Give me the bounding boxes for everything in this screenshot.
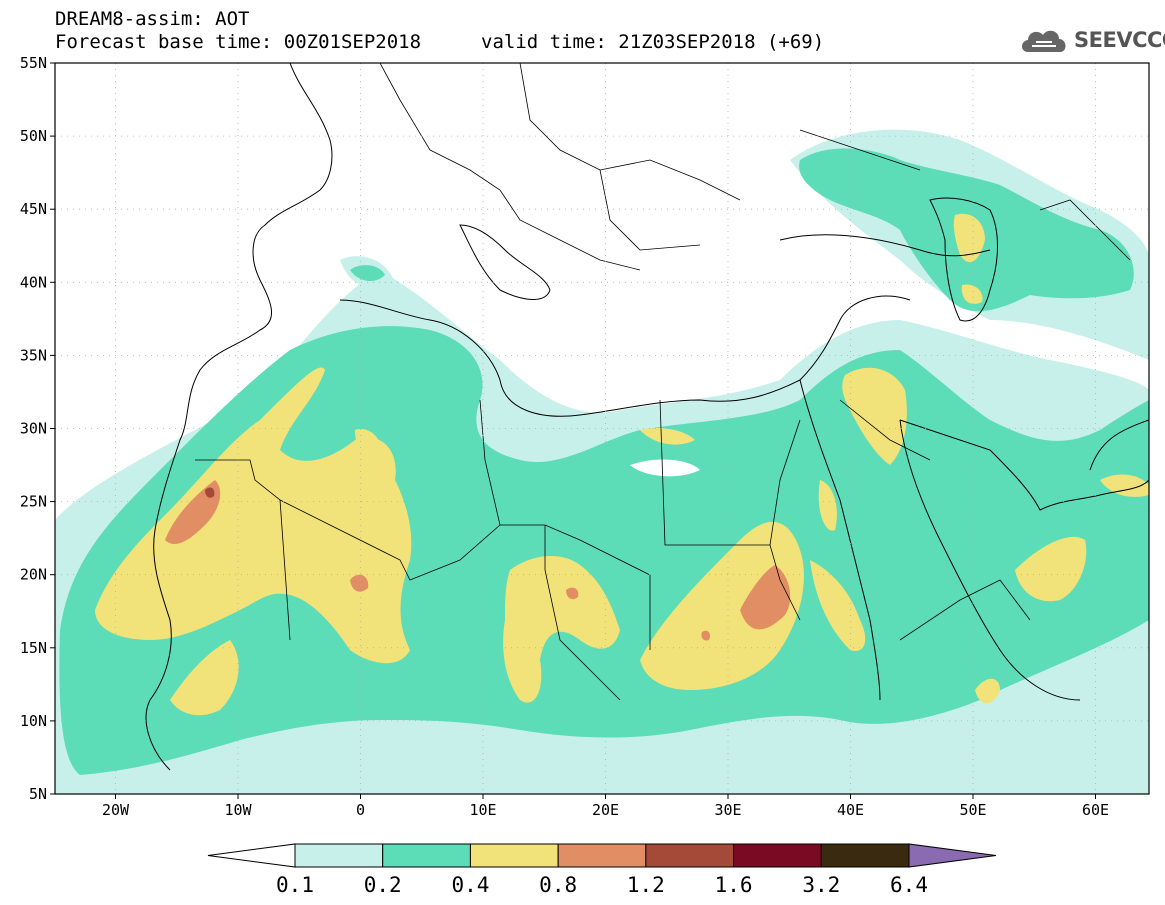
colorbar-label: 0.2 (364, 873, 402, 897)
aot-field (55, 63, 1149, 794)
colorbar-box (469, 843, 559, 868)
lat-label: 20N (20, 566, 47, 584)
lat-label: 40N (20, 273, 47, 291)
forecast-base-time: Forecast base time: 00Z01SEP2018 (55, 31, 422, 53)
latitude-axis: 55N 50N 45N 40N 35N 30N 25N 20N 15N 10N 5N (20, 54, 55, 803)
colorbar-label: 0.1 (276, 873, 314, 897)
colorbar-box (557, 843, 647, 868)
map-title: DREAM8-assim: AOT (55, 8, 250, 30)
colorbar-under-triangle (207, 843, 296, 868)
lat-label: 5N (29, 785, 47, 803)
lat-label: 35N (20, 346, 47, 364)
colorbar-box (733, 843, 822, 868)
colorbar-label: 1.2 (627, 873, 665, 897)
logo-text: SEEVCCC (1074, 28, 1165, 52)
colorbar-box (294, 843, 384, 868)
lon-label: 10W (224, 801, 252, 819)
lon-label: 40E (837, 801, 864, 819)
valid-time: valid time: 21Z03SEP2018 (+69) (481, 31, 825, 53)
lat-label: 55N (20, 54, 47, 72)
lon-label: 20E (592, 801, 619, 819)
aot-contour-high (165, 480, 221, 545)
colorbar-over-triangle (908, 843, 997, 868)
colorbar-label: 0.4 (451, 873, 489, 897)
lat-label: 30N (20, 420, 47, 438)
cloud-icon (1022, 30, 1066, 52)
aot-contour-moderate (95, 367, 412, 664)
colorbar-box (645, 843, 735, 868)
colorbar-label: 1.6 (715, 873, 753, 897)
colorbar-box (382, 843, 471, 868)
lon-label: 0 (356, 801, 365, 819)
seevccc-logo: SEEVCCC (1018, 22, 1165, 58)
lon-label: 30E (714, 801, 741, 819)
lat-label: 15N (20, 639, 47, 657)
longitude-axis: 20W 10W 0 10E 20E 30E 40E 50E 60E (102, 794, 1109, 819)
lon-label: 60E (1082, 801, 1109, 819)
lat-label: 10N (20, 712, 47, 730)
aot-contour-very-high (205, 487, 215, 498)
lon-label: 10E (469, 801, 496, 819)
colorbar-box (820, 843, 910, 868)
lat-label: 25N (20, 493, 47, 511)
colorbar-label: 0.8 (539, 873, 577, 897)
coastlines (145, 63, 1149, 771)
colorbar-label: 3.2 (802, 873, 840, 897)
grid-lines (55, 63, 1149, 794)
lon-label: 20W (102, 801, 130, 819)
country-borders (195, 63, 1131, 701)
colorbar-label: 6.4 (890, 873, 928, 897)
lat-label: 50N (20, 127, 47, 145)
lon-label: 50E (959, 801, 986, 819)
colorbar: 0.1 0.2 0.4 0.8 1.2 1.6 3.2 6.4 (207, 843, 997, 897)
lat-label: 45N (20, 200, 47, 218)
